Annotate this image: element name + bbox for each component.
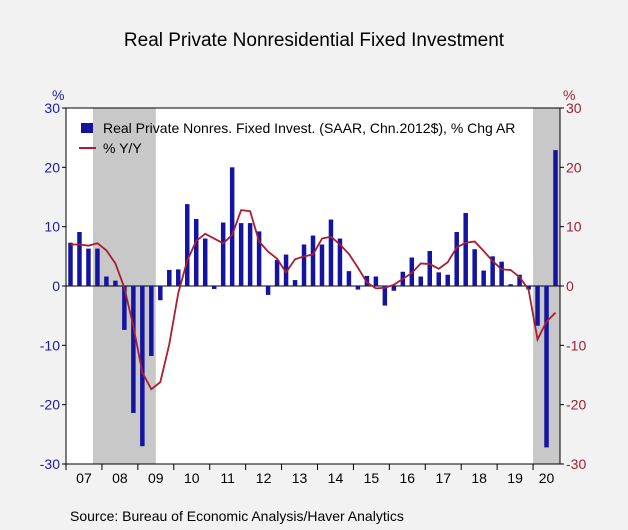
year-label: 11 [220, 470, 235, 486]
data-bar [238, 223, 244, 286]
right-axis-unit: % [563, 87, 575, 103]
data-bar [292, 280, 298, 286]
data-bar [104, 276, 109, 286]
year-label: 15 [364, 470, 380, 486]
year-label: 10 [184, 470, 200, 486]
left-tick-label: -20 [40, 397, 60, 413]
year-label: 12 [256, 470, 272, 486]
data-bar [131, 286, 136, 413]
data-bar [193, 218, 199, 286]
data-bar [445, 274, 450, 286]
data-bar [418, 276, 424, 286]
data-bar [436, 272, 441, 286]
right-axis: 30 20 10 0 -10 -20 -30 [560, 100, 586, 472]
legend-bar-swatch [81, 123, 93, 133]
data-bar [229, 167, 235, 286]
yoy-line-series [70, 209, 557, 391]
data-bar [220, 222, 226, 286]
data-bar [472, 249, 477, 286]
left-axis-unit: % [52, 87, 64, 103]
source-note: Source: Bureau of Economic Analysis/Have… [70, 508, 404, 524]
year-label: 09 [148, 470, 164, 486]
left-tick-label: 0 [52, 278, 60, 294]
year-label: 13 [292, 470, 308, 486]
data-bar [140, 286, 145, 447]
data-bar [553, 150, 558, 286]
left-tick-label: -30 [40, 456, 60, 472]
data-bar [346, 271, 352, 286]
data-bar [310, 235, 316, 286]
data-bar [122, 286, 127, 330]
chart-title: Real Private Nonresidential Fixed Invest… [123, 30, 505, 51]
right-tick-label: 0 [566, 278, 574, 294]
data-bar [454, 232, 459, 286]
year-label: 08 [112, 470, 128, 486]
right-tick-label: -10 [566, 337, 586, 353]
data-bar [167, 269, 172, 286]
year-label: 20 [539, 470, 555, 486]
data-bar [256, 231, 262, 286]
right-tick-label: 30 [566, 100, 582, 116]
data-bar [490, 256, 495, 286]
legend: Real Private Nonres. Fixed Invest. (SAAR… [79, 120, 515, 156]
left-axis: 30 20 10 0 -10 -20 -30 [40, 100, 66, 472]
data-bar [499, 261, 504, 286]
data-bar [149, 286, 154, 357]
data-bar [185, 204, 190, 286]
year-label: 16 [400, 470, 416, 486]
left-tick-label: 30 [44, 100, 60, 116]
data-bar [202, 238, 208, 286]
x-axis: 07 08 09 10 11 12 13 14 15 16 17 18 19 20 [65, 464, 555, 486]
data-bar [535, 286, 540, 326]
right-tick-label: 10 [566, 219, 582, 235]
data-bar [373, 276, 379, 286]
data-bar [301, 244, 307, 286]
left-tick-label: 20 [44, 159, 60, 175]
data-bar [113, 280, 118, 286]
data-bar [382, 286, 388, 306]
data-bar [427, 250, 433, 286]
data-bar [481, 270, 486, 286]
data-bar [517, 274, 522, 286]
year-label: 14 [328, 470, 344, 486]
right-tick-label: -20 [566, 397, 586, 413]
legend-bar-label: Real Private Nonres. Fixed Invest. (SAAR… [103, 120, 515, 136]
right-tick-label: 20 [566, 159, 582, 175]
data-bar [544, 286, 549, 448]
data-bar [508, 284, 513, 286]
data-bar [283, 254, 289, 286]
left-tick-label: 10 [44, 219, 60, 235]
data-bar [95, 248, 100, 286]
data-bar [68, 242, 73, 286]
data-bar [391, 286, 397, 291]
data-bar [328, 219, 334, 286]
data-bar [176, 269, 181, 286]
data-bar [158, 286, 163, 301]
data-bar [77, 232, 82, 286]
data-bar [274, 259, 280, 286]
data-bar [211, 286, 217, 289]
data-bar [337, 238, 343, 286]
data-bar [526, 286, 531, 290]
legend-line-label: % Y/Y [103, 140, 142, 156]
year-label: 07 [76, 470, 92, 486]
data-bar [265, 286, 271, 295]
data-bar [355, 286, 361, 290]
year-label: 18 [471, 470, 487, 486]
year-label: 17 [435, 470, 451, 486]
right-tick-label: -30 [566, 456, 586, 472]
data-bar [319, 244, 325, 286]
data-bar [247, 223, 253, 286]
data-bar [86, 248, 91, 286]
left-tick-label: -10 [40, 337, 60, 353]
year-label: 19 [507, 470, 523, 486]
data-bar [463, 213, 468, 286]
